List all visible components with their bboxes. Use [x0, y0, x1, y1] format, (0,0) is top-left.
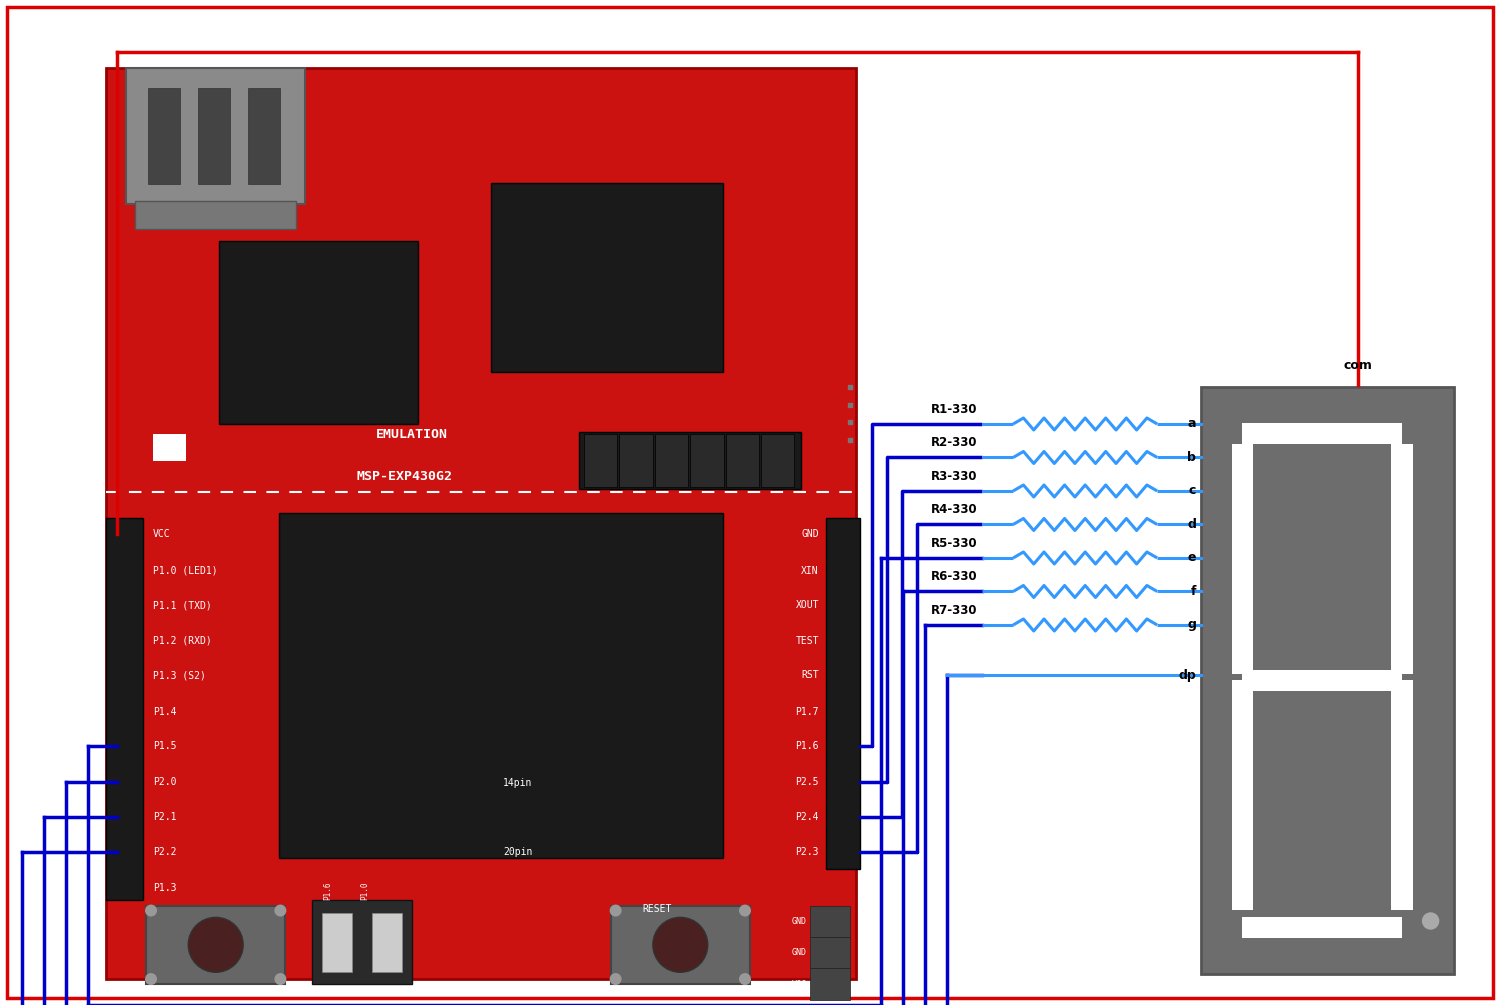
Text: GND: GND: [792, 948, 807, 957]
Bar: [146, 906, 285, 984]
Text: P1.6: P1.6: [795, 742, 819, 752]
Text: P1.5: P1.5: [153, 742, 176, 752]
Circle shape: [740, 904, 752, 917]
Text: 14pin: 14pin: [503, 778, 532, 788]
Bar: [1232, 680, 1254, 911]
Text: g: g: [1188, 618, 1197, 631]
Bar: [760, 434, 795, 486]
Bar: [579, 432, 801, 488]
Circle shape: [1422, 913, 1440, 930]
Text: R5-330: R5-330: [930, 537, 978, 550]
Bar: [372, 913, 402, 972]
Text: a: a: [1188, 417, 1197, 430]
Text: VCC: VCC: [792, 980, 807, 989]
Circle shape: [188, 918, 243, 972]
Bar: [1392, 680, 1413, 911]
Bar: [153, 434, 186, 460]
Text: P2.3: P2.3: [795, 847, 819, 857]
Text: c: c: [1190, 484, 1197, 497]
Bar: [126, 68, 306, 204]
Circle shape: [274, 904, 286, 917]
Text: RST: RST: [801, 670, 819, 680]
Text: R1-330: R1-330: [932, 403, 978, 416]
Text: P1.1 (TXD): P1.1 (TXD): [153, 600, 212, 610]
Bar: [810, 937, 849, 969]
Text: P1.3 (S2): P1.3 (S2): [153, 670, 206, 680]
Text: b: b: [1188, 451, 1197, 464]
Text: GND: GND: [801, 529, 819, 539]
Text: f: f: [1191, 585, 1197, 598]
Text: P2.4: P2.4: [795, 812, 819, 821]
Bar: [656, 434, 688, 486]
Bar: [1202, 387, 1454, 974]
Text: RESET: RESET: [642, 903, 672, 914]
Text: e: e: [1188, 552, 1197, 565]
Text: GND: GND: [792, 917, 807, 926]
Circle shape: [740, 973, 752, 985]
Text: P1.7: P1.7: [795, 707, 819, 717]
Text: P2.1: P2.1: [153, 812, 176, 821]
Text: P2.2: P2.2: [153, 847, 176, 857]
Circle shape: [609, 973, 621, 985]
Circle shape: [146, 904, 158, 917]
Bar: [248, 88, 280, 184]
Circle shape: [146, 973, 158, 985]
Text: R3-330: R3-330: [932, 470, 978, 483]
Text: R4-330: R4-330: [930, 504, 978, 517]
Bar: [279, 513, 723, 858]
Bar: [312, 900, 411, 984]
Text: com: com: [1344, 360, 1372, 372]
Text: EMULATION: EMULATION: [375, 428, 447, 441]
Bar: [490, 183, 723, 372]
Text: P2.0: P2.0: [153, 777, 176, 787]
Bar: [1242, 669, 1403, 691]
Text: VCC: VCC: [153, 529, 171, 539]
Bar: [810, 969, 849, 1000]
Bar: [620, 434, 652, 486]
Bar: [584, 434, 618, 486]
Text: R7-330: R7-330: [932, 604, 978, 617]
Bar: [1392, 444, 1413, 674]
Bar: [610, 906, 750, 984]
Bar: [1232, 444, 1254, 674]
Text: MSP-EXP430G2: MSP-EXP430G2: [357, 469, 453, 482]
Text: TEST: TEST: [795, 636, 819, 645]
Text: XOUT: XOUT: [795, 600, 819, 610]
Text: P1.4: P1.4: [153, 707, 176, 717]
Bar: [810, 906, 849, 937]
Text: dp: dp: [1179, 668, 1197, 681]
Bar: [106, 68, 856, 979]
Bar: [1242, 422, 1403, 444]
Text: P1.2 (RXD): P1.2 (RXD): [153, 636, 212, 645]
Bar: [219, 241, 419, 424]
Text: R6-330: R6-330: [930, 571, 978, 584]
Text: P1.0: P1.0: [360, 881, 369, 900]
Text: XIN: XIN: [801, 566, 819, 576]
Bar: [690, 434, 723, 486]
Circle shape: [609, 904, 621, 917]
Bar: [135, 201, 297, 229]
Text: P1.0 (LED1): P1.0 (LED1): [153, 566, 218, 576]
Text: R2-330: R2-330: [932, 436, 978, 449]
Bar: [106, 519, 144, 900]
Text: 20pin: 20pin: [503, 847, 532, 857]
Circle shape: [652, 918, 708, 972]
Text: d: d: [1188, 518, 1197, 531]
Bar: [322, 913, 352, 972]
Bar: [147, 88, 180, 184]
Bar: [726, 434, 759, 486]
Circle shape: [274, 973, 286, 985]
Text: P1.3: P1.3: [153, 882, 176, 892]
Text: P2.5: P2.5: [795, 777, 819, 787]
Bar: [1242, 917, 1403, 939]
Text: P1.6: P1.6: [324, 881, 333, 900]
Bar: [825, 519, 860, 869]
Bar: [198, 88, 230, 184]
